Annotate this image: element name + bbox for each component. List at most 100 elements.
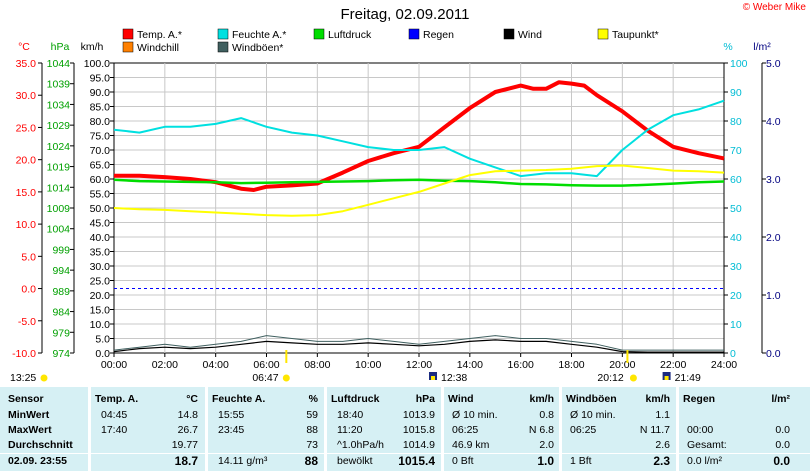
- hum-unit-header: %: [308, 393, 318, 405]
- humidity-tick-label: 10: [730, 319, 742, 331]
- pressure-tick-label: 1039: [47, 79, 71, 91]
- temp-tick-label: -5.0: [18, 316, 36, 328]
- rain-tick-label: 0.0: [766, 348, 781, 360]
- temp-tick-label: 20.0: [16, 155, 37, 167]
- time-marker-label: 06:47: [252, 372, 278, 384]
- temp-unit-header: °C: [186, 393, 198, 405]
- row-label: MinWert: [8, 409, 50, 421]
- speed-tick-label: 75.0: [90, 131, 111, 143]
- time-marker-label: 21:49: [675, 372, 701, 384]
- temp-tick-label: 25.0: [16, 122, 37, 134]
- gust-row-value: 1.1: [655, 409, 670, 421]
- gust-row-note: 1 Bft: [570, 455, 592, 467]
- pressure-tick-label: 1029: [47, 120, 71, 132]
- legend-swatch: [597, 28, 609, 40]
- sun-icon: [629, 374, 637, 382]
- gust-row-note: Ø 10 min.: [570, 409, 616, 421]
- rain-row-value: 0.0: [775, 424, 790, 436]
- press-row-note: ^1.0hPa/h: [337, 439, 384, 451]
- press-row-value: 1013.9: [402, 409, 435, 421]
- press-unit-header: hPa: [415, 393, 435, 405]
- legend-swatch: [217, 28, 229, 40]
- legend-swatch: [503, 28, 515, 40]
- pressure-tick-label: 994: [52, 265, 70, 277]
- pressure-tick-label: 1014: [47, 182, 71, 194]
- legend-label: Taupunkt*: [612, 29, 659, 41]
- hum-row-value: 73: [306, 439, 318, 451]
- sensor-column-header: Sensor: [8, 393, 44, 405]
- legend-swatch: [313, 28, 325, 40]
- column-separator: [205, 387, 208, 471]
- pressure-tick-label: 984: [52, 307, 70, 319]
- hum-row-note: 23:45: [218, 424, 245, 436]
- speed-tick-label: 70.0: [90, 145, 111, 157]
- temp-tick-label: 5.0: [21, 251, 36, 263]
- row-label: Durchschnitt: [8, 439, 73, 451]
- pressure-tick-label: 999: [52, 244, 70, 256]
- rain-tick-label: 1.0: [766, 290, 781, 302]
- rain-tick-label: 5.0: [766, 58, 781, 70]
- speed-tick-label: 90.0: [90, 87, 111, 99]
- pressure-tick-label: 989: [52, 286, 70, 298]
- temp-row-value: 14.8: [177, 409, 198, 421]
- speed-tick-label: 5.0: [95, 334, 110, 346]
- wind-column-header: Wind: [448, 393, 474, 405]
- gust-row-value: 2.6: [655, 439, 670, 451]
- humidity-axis-unit: %: [723, 41, 732, 53]
- temp-tick-label: 35.0: [16, 58, 37, 70]
- press-row-value: 1015.4: [398, 454, 435, 468]
- speed-tick-label: 25.0: [90, 276, 111, 288]
- speed-tick-label: 80.0: [90, 116, 111, 128]
- temp-axis-unit: °C: [18, 41, 30, 53]
- time-marker-label: 20:12: [597, 372, 623, 384]
- series-taupunkt: [113, 164, 725, 217]
- humidity-tick-label: 30: [730, 261, 742, 273]
- temp-row-value: 18.7: [174, 454, 198, 468]
- legend-swatch: [122, 28, 134, 40]
- column-separator: [559, 387, 562, 471]
- rain-axis-unit: l/m²: [753, 41, 771, 53]
- x-tick-label: 10:00: [355, 359, 381, 371]
- x-tick-label: 14:00: [457, 359, 483, 371]
- gust-column-header: Windböen: [566, 393, 617, 405]
- speed-tick-label: 40.0: [90, 232, 111, 244]
- legend-label: Windböen*: [232, 42, 283, 54]
- wind-row-note: 06:25: [452, 424, 479, 436]
- x-tick-label: 16:00: [508, 359, 534, 371]
- noon-icon-inner: [431, 376, 436, 380]
- sun-icon: [40, 374, 48, 382]
- temp-tick-label: 10.0: [16, 219, 37, 231]
- chart-title: Freitag, 02.09.2011: [340, 6, 470, 23]
- speed-tick-label: 45.0: [90, 218, 111, 230]
- speed-tick-label: 50.0: [90, 203, 111, 215]
- pressure-tick-label: 1034: [47, 99, 71, 111]
- legend-label: Regen: [423, 29, 454, 41]
- wind-row-value: 1.0: [537, 454, 554, 468]
- speed-tick-label: 60.0: [90, 174, 111, 186]
- rain-tick-label: 4.0: [766, 116, 781, 128]
- humidity-tick-label: 0: [730, 348, 736, 360]
- column-separator: [324, 387, 327, 471]
- wind-row-value: 0.8: [539, 409, 554, 421]
- row-separator: [0, 453, 810, 454]
- humidity-tick-label: 70: [730, 145, 742, 157]
- temp-row-note: 17:40: [101, 424, 128, 436]
- legend-label: Temp. A.*: [137, 29, 182, 41]
- humidity-tick-label: 20: [730, 290, 742, 302]
- series-feuchte-a: [113, 99, 725, 178]
- moon-icon-inner: [664, 376, 669, 380]
- pressure-tick-label: 1004: [47, 224, 71, 236]
- column-separator: [88, 387, 91, 471]
- gust-unit-header: km/h: [645, 393, 670, 405]
- x-tick-label: 22:00: [660, 359, 686, 371]
- x-tick-label: 08:00: [304, 359, 330, 371]
- x-tick-label: 06:00: [253, 359, 279, 371]
- legend-swatch: [217, 41, 229, 53]
- x-tick-label: 12:00: [406, 359, 432, 371]
- humidity-tick-label: 90: [730, 87, 742, 99]
- gust-row-direction: N 11.7: [639, 424, 670, 436]
- legend-swatch: [408, 28, 420, 40]
- row-label: 02.09. 23:55: [8, 455, 67, 467]
- humidity-tick-label: 50: [730, 203, 742, 215]
- speed-tick-label: 55.0: [90, 189, 111, 201]
